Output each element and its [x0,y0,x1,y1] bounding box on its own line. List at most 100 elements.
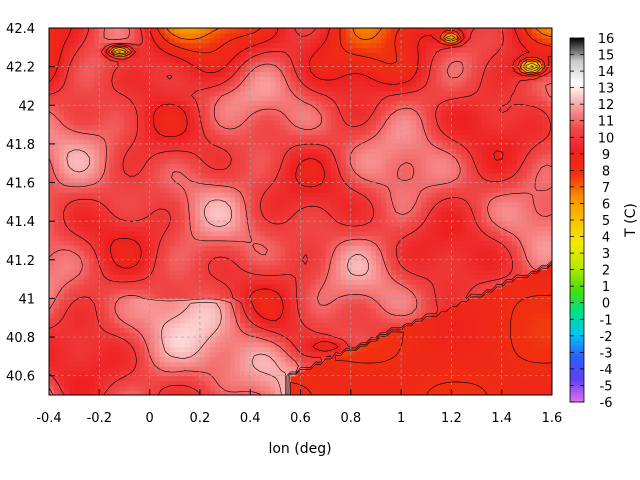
heatmap-cell [164,322,171,328]
heatmap-cell [350,298,357,304]
heatmap-cell [350,322,357,328]
heatmap-cell [401,332,407,338]
heatmap-cell [526,201,533,208]
heatmap-cell [114,221,121,227]
heatmap-cell [300,163,307,169]
heatmap-cell [154,221,161,227]
heatmap-cell [189,163,196,169]
heatmap-cell [521,361,528,367]
heatmap-cell [416,279,422,285]
heatmap-cell [79,250,85,256]
heatmap-cell [421,274,427,280]
heatmap-cell [330,245,337,251]
heatmap-cell [365,168,372,174]
heatmap-cell [426,187,432,193]
heatmap-cell [350,312,357,319]
heatmap-cell [320,322,327,328]
heatmap-cell [511,293,518,300]
heatmap-cell [401,356,407,362]
heatmap-cell [124,312,131,319]
heatmap-cell [386,341,392,348]
heatmap-cell [129,168,136,174]
heatmap-cell [471,327,478,333]
heatmap-cell [380,259,387,266]
heatmap-cell [104,177,110,184]
heatmap-cell [275,346,281,353]
heatmap-cell [531,361,538,367]
heatmap-cell [109,312,115,319]
heatmap-cell [315,269,322,275]
heatmap-cell [491,216,498,222]
heatmap-cell [199,322,206,328]
heatmap-cell [209,168,216,174]
heatmap-cell [481,211,488,217]
heatmap-cell [270,235,276,242]
heatmap-cell [501,158,508,164]
heatmap-cell [350,375,357,382]
heatmap-cell [531,187,538,193]
heatmap-cell [355,370,362,377]
heatmap-cell [225,211,231,217]
heatmap-cell [179,303,186,309]
heatmap-cell [461,341,468,348]
heatmap-cell [431,356,437,362]
heatmap-cell [360,254,367,261]
heatmap-cell [466,254,473,261]
heatmap-cell [521,221,528,227]
heatmap-cell [501,351,508,357]
heatmap-cell [230,283,236,290]
heatmap-cell [119,163,126,169]
heatmap-cell [69,201,75,208]
heatmap-cell [265,221,271,227]
heatmap-cell [194,269,201,275]
heatmap-cell [431,221,437,227]
heatmap-cell [159,211,166,217]
heatmap-cell [94,283,100,290]
heatmap-cell [280,298,287,304]
heatmap-cell [466,264,473,271]
heatmap-cell [496,293,503,300]
heatmap-cell [325,341,332,348]
heatmap-cell [300,197,307,203]
heatmap-cell [471,385,478,391]
heatmap-cell [310,279,317,285]
heatmap-cell [144,269,151,275]
heatmap-cell [340,390,347,395]
heatmap-cell [230,163,236,169]
heatmap-cell [260,370,266,377]
heatmap-cell [89,322,95,328]
heatmap-cell [536,250,543,256]
heatmap-cell [391,312,397,319]
heatmap-cell [169,153,176,159]
heatmap-cell [94,250,100,256]
heatmap-cell [365,279,372,285]
heatmap-cell [89,317,95,324]
heatmap-cell [411,283,417,290]
heatmap-cell [416,283,422,290]
heatmap-cell [199,206,206,213]
heatmap-cell [214,361,221,367]
heatmap-cell [486,206,493,213]
heatmap-cell [486,225,493,232]
heatmap-cell [94,380,100,386]
heatmap-cell [426,312,432,319]
heatmap-cell [199,201,206,208]
heatmap-cell [310,206,317,213]
heatmap-cell [391,245,397,251]
heatmap-cell [536,322,543,328]
heatmap-cell [521,245,528,251]
heatmap-cell [436,177,442,184]
heatmap-cell [169,206,176,213]
heatmap-cell [501,201,508,208]
heatmap-cell [330,327,337,333]
heatmap-cell [235,187,241,193]
heatmap-cell [496,211,503,217]
heatmap-cell [99,375,105,382]
heatmap-cell [129,380,136,386]
heatmap-cell [451,341,458,348]
heatmap-cell [49,264,55,271]
heatmap-cell [184,211,191,217]
heatmap-cell [330,308,337,314]
heatmap-cell [255,163,261,169]
heatmap-cell [225,288,231,295]
